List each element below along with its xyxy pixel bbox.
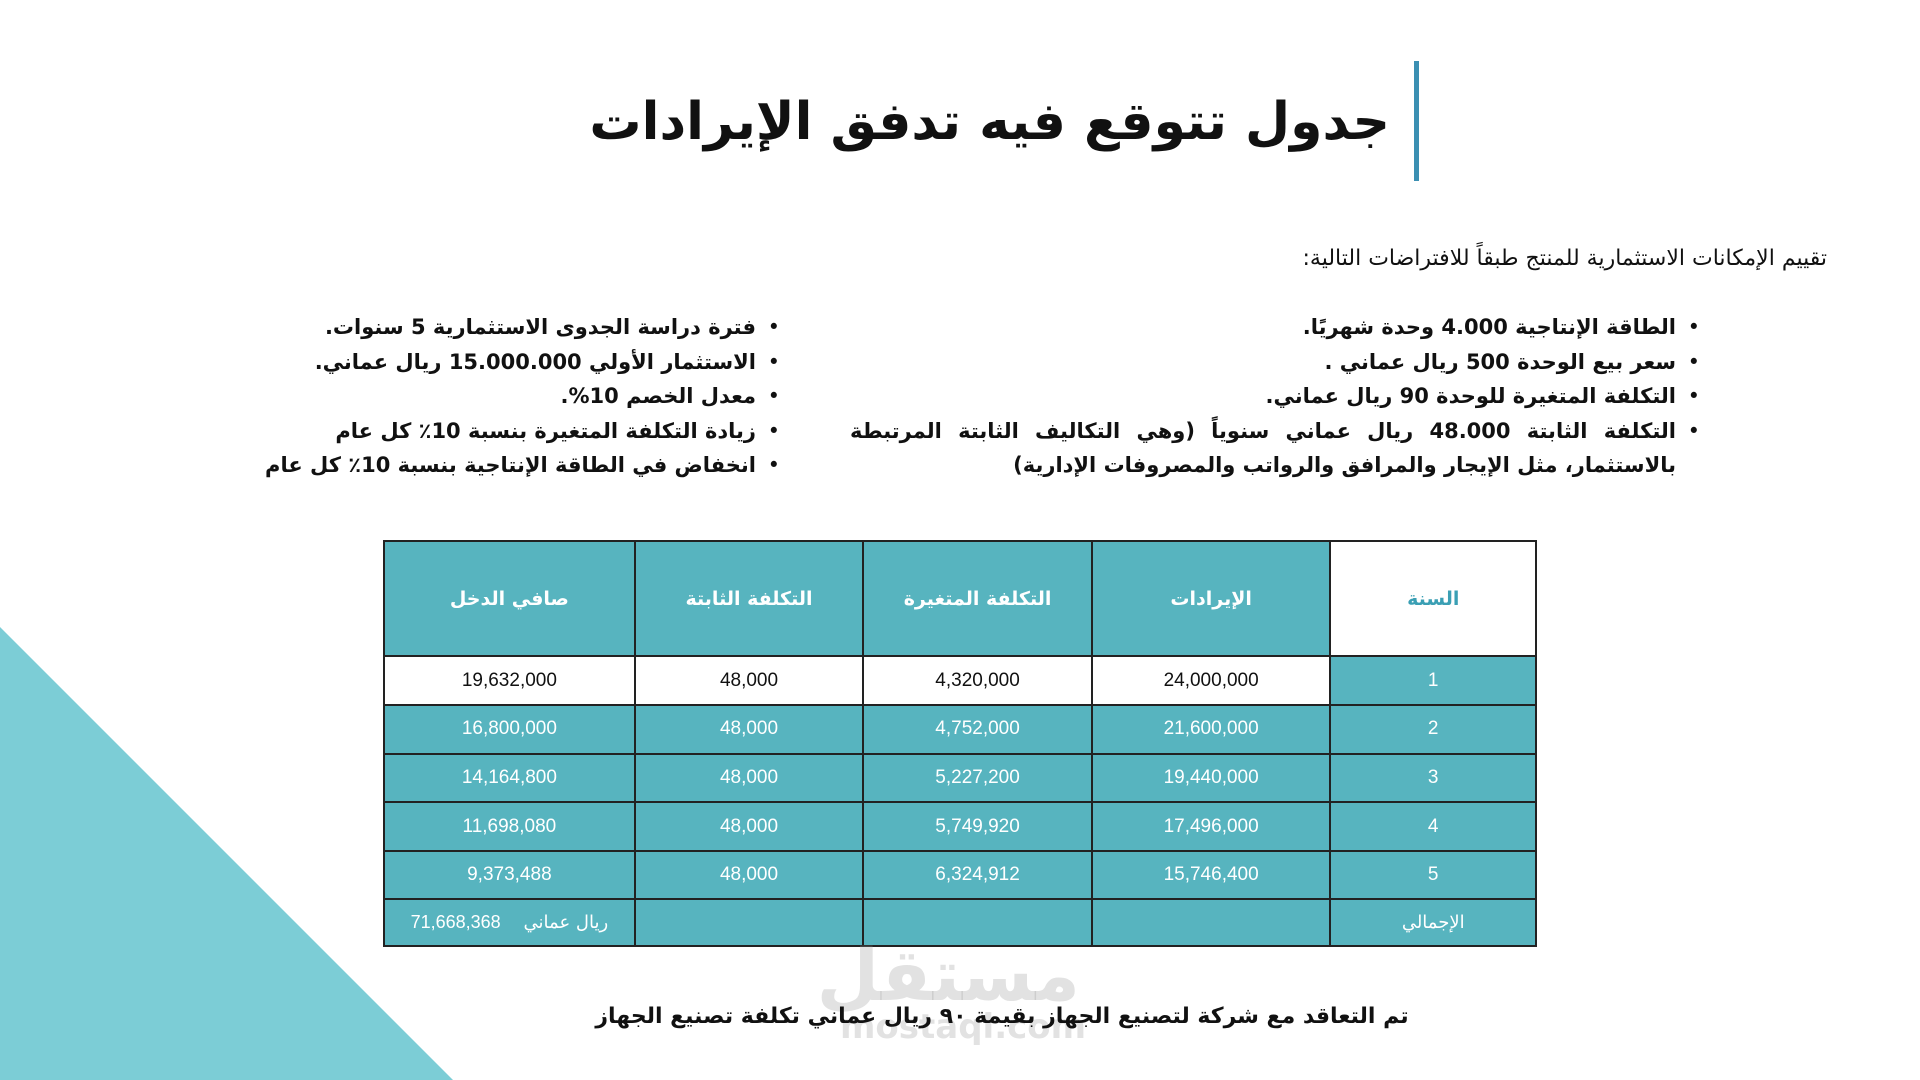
- table-row: 1 24,000,000 4,320,000 48,000 19,632,000: [383, 655, 1537, 707]
- list-item: التكلفة الثابتة 48.000 ريال عماني سنوياً…: [850, 414, 1700, 483]
- empty-cell: [633, 898, 865, 947]
- fixed-cost-cell: 48,000: [633, 752, 865, 804]
- revenue-table: السنة الإيرادات التكلفة المتغيرة التكلفة…: [383, 539, 1537, 947]
- fixed-cost-cell: 48,000: [633, 704, 865, 755]
- year-cell: 3: [1329, 752, 1537, 804]
- empty-cell: [862, 898, 1093, 947]
- total-value: 71,668,368: [410, 912, 501, 933]
- total-row: الإجمالي ريال عماني 71,668,368: [383, 898, 1537, 947]
- total-value-cell: ريال عماني 71,668,368: [383, 898, 636, 947]
- list-item: التكلفة المتغيرة للوحدة 90 ريال عماني.: [850, 379, 1700, 414]
- header-revenue: الإيرادات: [1090, 539, 1332, 658]
- header-fixed-cost: التكلفة الثابتة: [633, 539, 865, 658]
- fixed-cost-cell: 48,000: [633, 655, 865, 707]
- empty-cell: [1090, 898, 1332, 947]
- list-item: انخفاض في الطاقة الإنتاجية بنسبة 10٪ كل …: [20, 448, 780, 483]
- title-accent-bar: [1414, 61, 1419, 181]
- list-item: معدل الخصم 10%.: [20, 379, 780, 414]
- net-income-cell: 11,698,080: [383, 801, 636, 852]
- variable-cost-cell: 5,227,200: [862, 752, 1093, 804]
- list-item: زيادة التكلفة المتغيرة بنسبة 10٪ كل عام: [20, 414, 780, 449]
- list-item: الاستثمار الأولي 15.000.000 ريال عماني.: [20, 345, 780, 380]
- list-item: فترة دراسة الجدوى الاستثمارية 5 سنوات.: [20, 310, 780, 345]
- net-income-cell: 9,373,488: [383, 849, 636, 901]
- revenue-cell: 17,496,000: [1090, 801, 1332, 852]
- revenue-cell: 19,440,000: [1090, 752, 1332, 804]
- header-year: السنة: [1329, 539, 1537, 658]
- table-header: السنة الإيرادات التكلفة المتغيرة التكلفة…: [383, 539, 1537, 658]
- table-row: 4 17,496,000 5,749,920 48,000 11,698,080: [383, 801, 1537, 852]
- revenue-cell: 24,000,000: [1090, 655, 1332, 707]
- revenue-cell: 15,746,400: [1090, 849, 1332, 901]
- intro-text: تقييم الإمكانات الاستثمارية للمنتج طبقاً…: [1302, 246, 1828, 271]
- year-cell: 2: [1329, 704, 1537, 755]
- list-item: الطاقة الإنتاجية 4.000 وحدة شهريًا.: [850, 310, 1700, 345]
- revenue-cell: 21,600,000: [1090, 704, 1332, 755]
- year-cell: 5: [1329, 849, 1537, 901]
- fixed-cost-cell: 48,000: [633, 849, 865, 901]
- list-item: سعر بيع الوحدة 500 ريال عماني .: [850, 345, 1700, 380]
- total-unit: ريال عماني: [523, 912, 609, 934]
- variable-cost-cell: 4,752,000: [862, 704, 1093, 755]
- fixed-cost-cell: 48,000: [633, 801, 865, 852]
- table-row: 2 21,600,000 4,752,000 48,000 16,800,000: [383, 704, 1537, 755]
- variable-cost-cell: 6,324,912: [862, 849, 1093, 901]
- year-cell: 1: [1329, 655, 1537, 707]
- header-net-income: صافي الدخل: [383, 539, 636, 658]
- page-title: جدول تتوقع فيه تدفق الإيرادات: [589, 92, 1390, 152]
- assumptions-list-left: فترة دراسة الجدوى الاستثمارية 5 سنوات. ا…: [20, 310, 780, 483]
- variable-cost-cell: 4,320,000: [862, 655, 1093, 707]
- net-income-cell: 19,632,000: [383, 655, 636, 707]
- net-income-cell: 16,800,000: [383, 704, 636, 755]
- year-cell: 4: [1329, 801, 1537, 852]
- footer-note: تم التعاقد مع شركة لتصنيع الجهاز بقيمة ٩…: [595, 1004, 1409, 1029]
- total-label: الإجمالي: [1329, 898, 1537, 947]
- variable-cost-cell: 5,749,920: [862, 801, 1093, 852]
- table-row: 3 19,440,000 5,227,200 48,000 14,164,800: [383, 752, 1537, 804]
- header-variable-cost: التكلفة المتغيرة: [862, 539, 1093, 658]
- table-row: 5 15,746,400 6,324,912 48,000 9,373,488: [383, 849, 1537, 901]
- net-income-cell: 14,164,800: [383, 752, 636, 804]
- assumptions-list-right: الطاقة الإنتاجية 4.000 وحدة شهريًا. سعر …: [850, 310, 1700, 483]
